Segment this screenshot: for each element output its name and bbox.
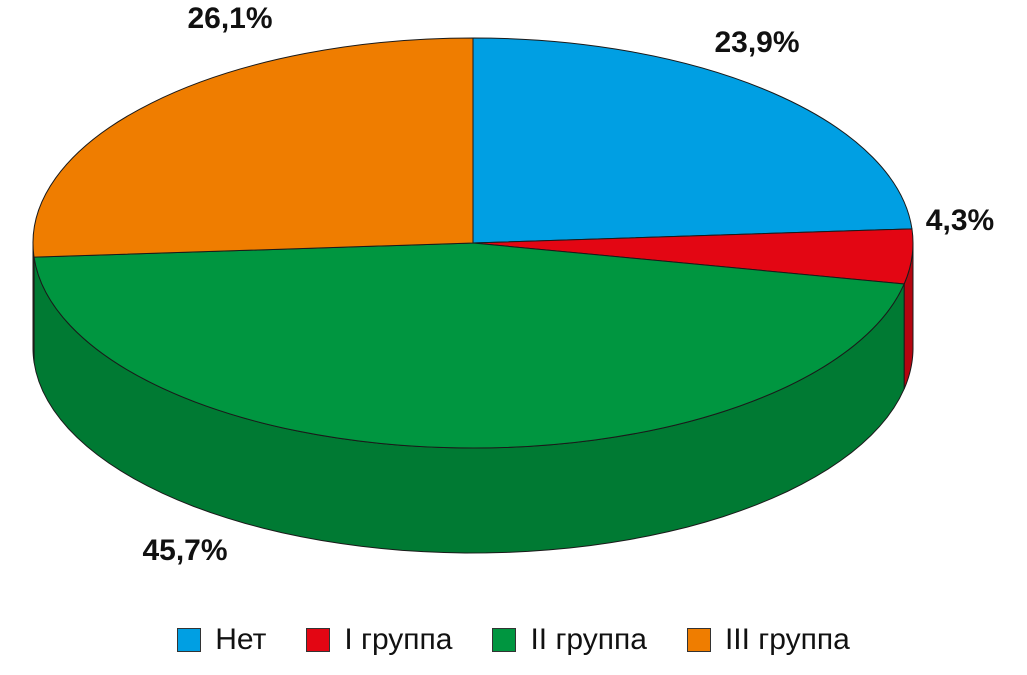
data-label-group-2: 45,7% — [142, 534, 227, 567]
data-label-net: 23,9% — [714, 26, 799, 59]
legend-swatch-group-3 — [686, 628, 711, 652]
legend-item-group-1: I группа — [306, 623, 452, 657]
pie-side-group-3 — [32, 243, 35, 363]
data-label-group-1: 4,3% — [926, 204, 994, 237]
legend-label-group-3: III группа — [724, 623, 850, 656]
pie-slice-group-3 — [32, 37, 474, 258]
pie-slice-group-2 — [33, 242, 905, 449]
pie-slice-net — [472, 37, 913, 244]
data-label-group-3: 26,1% — [187, 2, 272, 35]
legend-label-net: Нет — [215, 623, 267, 656]
legend-label-group-1: I группа — [344, 623, 453, 656]
legend-label-group-2: II группа — [530, 623, 647, 656]
legend-swatch-group-1 — [306, 628, 331, 652]
legend: Нет I группа II группа III группа — [0, 610, 1027, 670]
legend-item-net: Нет — [177, 623, 266, 657]
legend-item-group-3: III группа — [686, 623, 850, 657]
legend-swatch-net — [177, 628, 202, 652]
pie-chart: 23,9% 4,3% 45,7% 26,1% — [32, 2, 994, 567]
legend-item-group-2: II группа — [492, 623, 647, 657]
legend-swatch-group-2 — [492, 628, 517, 652]
